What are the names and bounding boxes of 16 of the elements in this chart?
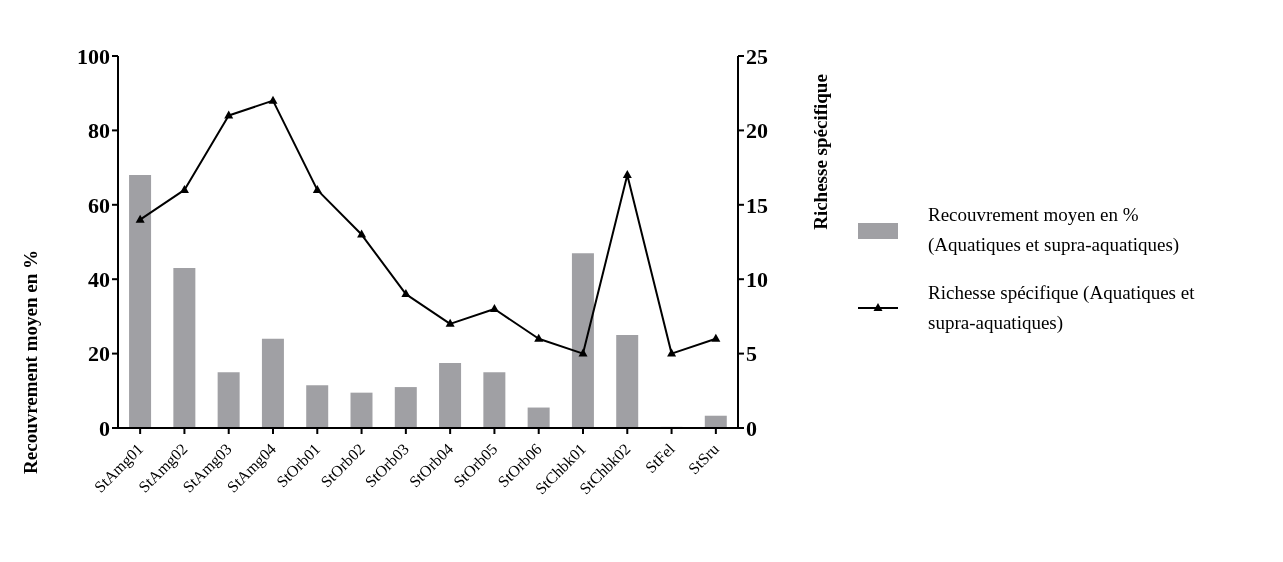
y-tick-label: 100 bbox=[77, 43, 110, 69]
y-tick-label: 40 bbox=[88, 267, 110, 293]
y2-axis-title: Richesse spécifique bbox=[809, 74, 831, 230]
y-tick-label: 80 bbox=[88, 118, 110, 144]
y2-tick-label: 15 bbox=[746, 192, 768, 218]
legend-label: Recouvrement moyen en % (Aquatiques et supra-aquatiques) bbox=[928, 203, 1181, 257]
y-tick-label: 20 bbox=[88, 341, 110, 367]
y-axis-title: Recouvrement moyen en % bbox=[19, 250, 41, 474]
y2-tick-label: 0 bbox=[746, 415, 757, 441]
y-tick-label: 0 bbox=[99, 415, 110, 441]
y2-tick-label: 20 bbox=[746, 118, 768, 144]
y2-tick-label: 5 bbox=[746, 341, 757, 367]
y-tick-label: 60 bbox=[88, 192, 110, 218]
y2-tick-label: 25 bbox=[746, 43, 768, 69]
legend-label: Richesse spécifique (Aquatiques et supra-aquatiques) bbox=[928, 281, 1196, 335]
y2-tick-label: 10 bbox=[746, 267, 768, 293]
